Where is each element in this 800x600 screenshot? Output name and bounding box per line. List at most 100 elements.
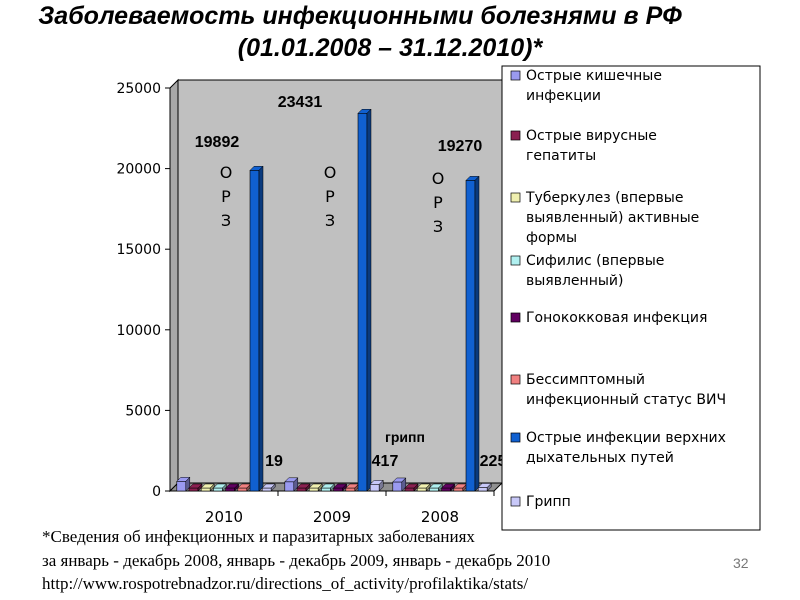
page-number: 32 xyxy=(733,555,749,571)
bar-front xyxy=(225,487,235,492)
legend-swatch xyxy=(510,496,521,507)
bar-front xyxy=(321,487,331,492)
legend-label: Острые кишечные xyxy=(526,68,662,84)
bar-front xyxy=(429,487,439,492)
legend-label: дыхательных путей xyxy=(526,450,674,466)
bar xyxy=(188,483,203,492)
legend-swatch xyxy=(510,70,521,81)
bar-front xyxy=(261,487,272,492)
bar-front xyxy=(416,487,427,492)
bar xyxy=(296,483,311,492)
legend-label: Туберкулез (впервые xyxy=(525,190,683,206)
footnote-line-2: за январь - декабрь 2008, январь - декаб… xyxy=(42,551,551,570)
data-label-orz: 23431 xyxy=(278,94,323,111)
legend-label: инфекции xyxy=(526,88,601,104)
y-tick-label: 20000 xyxy=(116,162,161,178)
bar-front xyxy=(453,487,464,492)
annotation-orz-letter: Р xyxy=(221,187,231,206)
y-tick-label: 5000 xyxy=(125,403,161,419)
bar-front xyxy=(176,481,187,492)
legend-label: формы xyxy=(526,230,577,246)
bar xyxy=(416,483,431,492)
legend-label: Острые инфекции верхних xyxy=(526,430,726,446)
bar-side xyxy=(366,108,372,492)
bar-front xyxy=(477,487,488,492)
bar xyxy=(428,483,444,492)
x-tick-label: 2010 xyxy=(205,508,243,526)
footnote-source-link[interactable]: http://www.rospotrebnadzor.ru/directions… xyxy=(42,574,529,593)
bar-front xyxy=(296,487,307,492)
footnote-line-1: *Сведения об инфекционных и паразитарных… xyxy=(42,527,475,546)
annotation-gripp: грипп xyxy=(385,429,425,445)
bar xyxy=(465,175,480,492)
bar-front xyxy=(357,112,368,492)
bar-front xyxy=(345,487,356,492)
annotation-orz-letter: О xyxy=(432,169,445,188)
data-label-gripp: 225 xyxy=(480,453,507,470)
bar xyxy=(249,165,264,492)
data-label-orz: 19892 xyxy=(195,134,240,151)
bar-front xyxy=(200,487,211,492)
bar-front xyxy=(404,487,415,492)
bar-side xyxy=(486,482,492,492)
y-tick-label: 15000 xyxy=(116,242,161,258)
bar xyxy=(392,477,407,492)
legend-label: Сифилис (впервые xyxy=(526,253,664,269)
bar-front xyxy=(308,487,319,492)
annotation-orz-letter: З xyxy=(221,211,231,230)
bar-side xyxy=(270,483,276,492)
data-label-gripp: 417 xyxy=(372,453,399,470)
legend-label: Грипп xyxy=(526,494,571,510)
x-tick-label: 2009 xyxy=(313,508,351,526)
bar xyxy=(176,476,191,492)
bar xyxy=(404,483,419,492)
chart-subtitle: (01.01.2008 – 31.12.2010)* xyxy=(237,34,543,62)
chart-title: Заболеваемость инфекционными болезнями в… xyxy=(38,2,682,30)
data-label-orz: 19270 xyxy=(438,138,483,155)
legend-label: выявленный) xyxy=(526,273,623,289)
bar-front xyxy=(441,487,451,492)
bar-front xyxy=(188,487,199,492)
legend-label: Гонококковая инфекция xyxy=(526,310,707,326)
bar-front xyxy=(249,170,260,492)
bar xyxy=(369,479,384,492)
legend-swatch xyxy=(510,192,521,203)
bar xyxy=(284,477,299,492)
y-tick-label: 25000 xyxy=(116,81,161,97)
legend-label: инфекционный статус ВИЧ xyxy=(526,392,726,408)
legend-swatch xyxy=(510,312,521,323)
legend-box xyxy=(501,65,761,531)
bar-front xyxy=(465,180,476,492)
bar-side xyxy=(474,175,480,492)
bar xyxy=(212,483,228,492)
bar-front xyxy=(213,487,223,492)
bar-front xyxy=(369,483,380,492)
legend-swatch xyxy=(510,374,521,385)
bar-front xyxy=(237,487,248,492)
legend-swatch xyxy=(510,130,521,141)
bar-front xyxy=(333,487,343,492)
bar xyxy=(320,483,336,492)
legend-swatch xyxy=(510,432,521,443)
legend-label: выявленный) активные xyxy=(526,210,699,226)
annotation-orz-letter: О xyxy=(220,163,233,182)
x-tick-label: 2008 xyxy=(421,508,459,526)
bar xyxy=(477,482,492,492)
legend-swatch xyxy=(510,255,521,266)
bar xyxy=(357,108,372,492)
y-tick-label: 0 xyxy=(152,484,161,500)
annotation-orz-letter: О xyxy=(324,163,337,182)
bar xyxy=(261,483,276,492)
annotation-orz-letter: Р xyxy=(433,193,443,212)
annotation-orz-letter: Р xyxy=(325,187,335,206)
bar-front xyxy=(284,481,295,492)
data-label-gripp: 19 xyxy=(265,453,283,470)
bar-side xyxy=(378,479,384,492)
y-tick-label: 10000 xyxy=(116,323,161,339)
legend-label: гепатиты xyxy=(526,148,596,164)
annotation-orz-letter: З xyxy=(325,211,335,230)
bar-front xyxy=(392,481,403,492)
bar-side xyxy=(258,165,264,492)
bar xyxy=(332,483,348,492)
